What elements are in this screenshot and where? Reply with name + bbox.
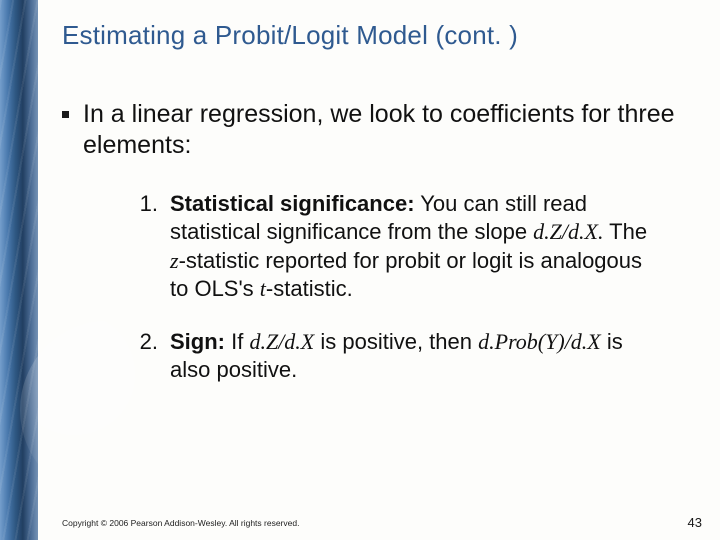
lead-term: Statistical significance: (170, 191, 415, 216)
list-number: 1. (128, 190, 158, 219)
list-number: 2. (128, 328, 158, 357)
page-number: 43 (688, 515, 702, 530)
math-term: d.Prob(Y)/d.X (478, 329, 601, 354)
lead-term: Sign: (170, 329, 225, 354)
text-run: -statistic reported for probit or logit … (170, 248, 642, 302)
bullet-marker (62, 111, 69, 118)
list-item: 2. Sign: If d.Z/d.X is positive, then d.… (128, 328, 650, 385)
text-run: is positive, then (314, 329, 478, 354)
math-term: d.Z/d.X. (533, 219, 603, 244)
list-body: Sign: If d.Z/d.X is positive, then d.Pro… (170, 328, 650, 385)
text-run: The (603, 219, 647, 244)
numbered-list: 1. Statistical significance: You can sti… (128, 190, 650, 386)
copyright-text: Copyright © 2006 Pearson Addison-Wesley.… (62, 518, 299, 528)
bullet-text: In a linear regression, we look to coeff… (83, 99, 680, 162)
text-run: If (225, 329, 249, 354)
text-run: -statistic. (266, 276, 353, 301)
list-item: 1. Statistical significance: You can sti… (128, 190, 650, 304)
bullet-item: In a linear regression, we look to coeff… (62, 99, 680, 162)
slide-title: Estimating a Probit/Logit Model (cont. ) (62, 20, 680, 51)
math-term: d.Z/d.X (249, 329, 314, 354)
slide-body: Estimating a Probit/Logit Model (cont. )… (0, 0, 720, 540)
math-term: z (170, 248, 179, 273)
list-body: Statistical significance: You can still … (170, 190, 650, 304)
